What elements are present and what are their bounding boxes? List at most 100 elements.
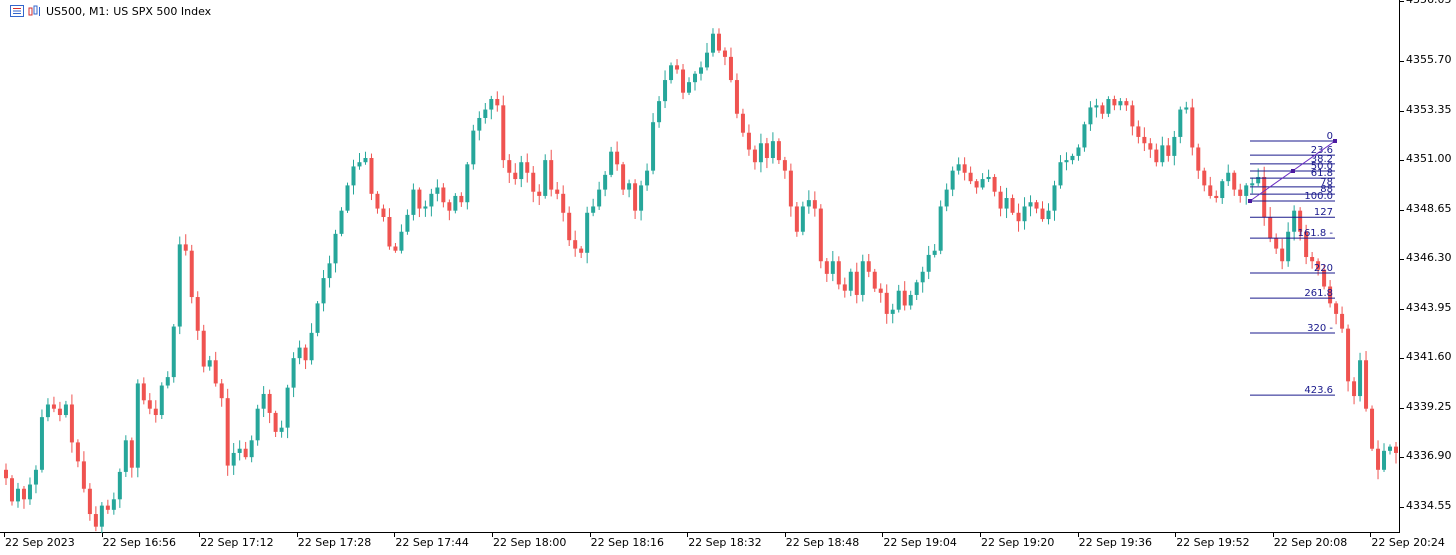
candle-body	[1280, 248, 1285, 262]
candle-bull	[519, 155, 524, 188]
candle-bull	[914, 279, 919, 301]
candle-body	[543, 160, 548, 196]
candle-body	[357, 162, 362, 167]
chart-icon[interactable]	[28, 5, 42, 17]
candle-body	[585, 212, 590, 253]
x-tick-mark	[1370, 533, 1372, 537]
price-axis[interactable]: 4356.05 4355.70 4353.35 4351.00 4348.65 4346.…	[1400, 0, 1456, 533]
candle-bear	[1298, 207, 1303, 241]
candle-bull	[345, 182, 350, 213]
candle-body	[1016, 212, 1021, 222]
candle-bull	[920, 266, 925, 293]
candle-bear	[1034, 199, 1039, 214]
candle-bear	[1376, 440, 1381, 480]
candle-bull	[1076, 144, 1081, 161]
candle-body	[225, 398, 230, 466]
candle-body	[794, 206, 799, 232]
x-tick-mark	[882, 533, 884, 537]
candle-bull	[231, 443, 236, 475]
candle-body	[327, 263, 332, 279]
fibo-level-label: 78	[1320, 177, 1333, 188]
time-axis[interactable]: 22 Sep 2023 22 Sep 16:56 22 Sep 17:12 22 Se…	[0, 533, 1456, 555]
candle-body	[782, 160, 787, 171]
candle-bear	[776, 138, 781, 164]
candle-body	[908, 294, 913, 306]
candle-bull	[489, 95, 494, 120]
candle-body	[267, 393, 272, 413]
x-tick-label: 22 Sep 19:36	[1078, 536, 1153, 549]
candle-bull	[483, 102, 488, 124]
x-tick-mark	[1272, 533, 1274, 537]
candle-bear	[201, 324, 206, 373]
candle-body	[339, 210, 344, 234]
candle-bear	[1232, 170, 1237, 196]
y-tick-mark	[1400, 110, 1404, 112]
candle-bear	[495, 91, 500, 112]
candle-bear	[1352, 377, 1357, 405]
candle-bear	[243, 441, 248, 460]
symbol-description: US SPX 500 Index	[113, 4, 212, 18]
candle-body	[818, 208, 823, 262]
candle-body	[1214, 195, 1219, 199]
candle-body	[177, 244, 182, 327]
candle-bull	[1244, 183, 1249, 205]
candle-bear	[842, 277, 847, 298]
candle-bull	[585, 206, 590, 264]
candle-bear	[129, 437, 134, 478]
chart-header: US500, M1: US SPX 500 Index	[10, 3, 211, 19]
candle-body	[1010, 198, 1015, 213]
y-tick-mark	[1400, 160, 1404, 162]
candle-body	[716, 33, 721, 51]
candle-body	[291, 358, 296, 388]
candle-body	[1310, 257, 1315, 262]
candle-bear	[75, 439, 80, 468]
candle-body	[1046, 210, 1051, 220]
candle-body	[776, 141, 781, 161]
x-tick-label: 22 Sep 18:16	[590, 536, 665, 549]
candle-bull	[1082, 121, 1087, 152]
fibo-level-label: 88	[1320, 184, 1333, 195]
candle-body	[315, 303, 320, 333]
candle-body	[441, 187, 446, 203]
candle-bear	[1208, 176, 1213, 199]
x-tick-label: 22 Sep 18:00	[493, 536, 567, 549]
candle-body	[333, 233, 338, 264]
candle-body	[1358, 360, 1363, 397]
candle-bull	[699, 61, 703, 81]
candle-body	[429, 193, 434, 207]
candle-bear	[1346, 324, 1351, 392]
candle-body	[1094, 105, 1099, 108]
fibo-anchor-point	[1248, 199, 1252, 203]
candle-body	[591, 206, 596, 213]
candle-bear	[1040, 201, 1045, 222]
candle-body	[806, 200, 811, 207]
candle-bull	[309, 323, 314, 365]
candle-body	[746, 132, 751, 150]
symbol-label: US500, M1:	[46, 4, 110, 18]
candle-body	[489, 99, 494, 110]
list-icon[interactable]	[10, 5, 24, 17]
candle-body	[525, 162, 530, 173]
fibo-anchor-point	[1291, 169, 1295, 173]
candle-bull	[363, 151, 368, 165]
candle-body	[501, 105, 506, 161]
candle-body	[69, 404, 74, 443]
fibo-level-label: 100.0	[1304, 191, 1333, 202]
candle-bear	[213, 351, 218, 387]
candle-body	[663, 80, 668, 102]
candle-body	[1088, 107, 1093, 125]
candle-bull	[758, 133, 763, 173]
candle-bull	[848, 268, 853, 297]
candle-bull	[1388, 444, 1393, 455]
candle-body	[998, 191, 1003, 209]
candle-bear	[225, 388, 230, 476]
candle-body	[944, 189, 949, 207]
x-tick-label: 22 Sep 19:20	[981, 536, 1055, 549]
candle-bear	[1100, 102, 1105, 119]
candle-bull	[663, 70, 668, 109]
candle-bear	[734, 73, 739, 119]
candle-body	[1064, 160, 1069, 163]
